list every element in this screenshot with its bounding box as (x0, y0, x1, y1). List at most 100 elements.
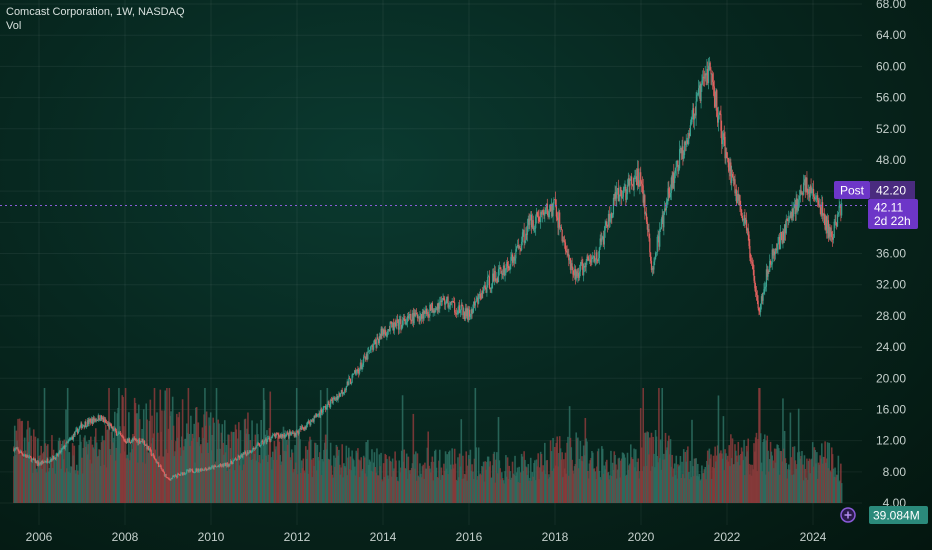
candle-body (683, 141, 686, 156)
volume-bar (279, 454, 281, 503)
volume-bar (263, 399, 266, 503)
candle-body (330, 399, 333, 401)
candle-body (303, 427, 305, 430)
candle-body (840, 205, 842, 216)
candle-body (84, 421, 86, 428)
volume-bar (90, 436, 92, 503)
volume-bar (611, 462, 614, 503)
volume-bar (814, 450, 817, 503)
time-scale[interactable]: 2006 2008 2010 2012 2014 2016 2018 2020 2022 2024 (26, 530, 827, 544)
candle-body (684, 141, 686, 145)
candle-body (599, 238, 601, 248)
volume-bar (233, 431, 235, 503)
price-scale[interactable]: 68.0064.0060.0056.0052.0048.0044.0040.00… (876, 0, 906, 510)
volume-bar (247, 412, 249, 503)
volume-bar (618, 457, 621, 503)
volume-bar (41, 468, 43, 503)
candle-body (656, 236, 658, 253)
candle-body (784, 224, 786, 241)
volume-bar (541, 471, 544, 503)
candle-body (450, 301, 452, 303)
candle-body (356, 369, 358, 372)
volume-bar (181, 399, 184, 503)
candle-body (825, 216, 827, 230)
volume-bar (535, 459, 538, 503)
candle-body (306, 424, 308, 428)
candle-body (499, 267, 501, 269)
candle-body (726, 151, 728, 158)
add-button[interactable] (840, 507, 856, 523)
volume-bar (563, 459, 565, 503)
volume-value: 39.084M (873, 509, 920, 523)
volume-bar (274, 449, 277, 503)
candle-body (131, 439, 133, 442)
volume-bar (13, 456, 15, 503)
volume-bar (576, 438, 578, 503)
volume-bar (768, 471, 770, 503)
volume-bar (539, 451, 542, 503)
candle-body (43, 461, 46, 463)
candle-body (789, 212, 791, 218)
volume-bar (381, 479, 383, 503)
candle-body (330, 399, 332, 408)
candle-body (33, 459, 36, 461)
candle-body (472, 308, 474, 314)
candle-body (377, 339, 380, 344)
volume-bar (660, 469, 663, 503)
volume-bar (195, 407, 197, 503)
candle-body (168, 478, 170, 480)
volume-bar (676, 478, 678, 503)
volume-bar (345, 445, 348, 503)
candle-body (822, 202, 824, 216)
volume-bar (80, 441, 82, 503)
volume-bar (403, 449, 406, 503)
candle-body (710, 69, 712, 75)
volume-bar (432, 480, 434, 503)
candle-body (48, 461, 51, 463)
candle-body (788, 217, 791, 219)
volume-bar (152, 437, 154, 503)
volume-bar (580, 460, 582, 503)
volume-bar (488, 466, 491, 503)
volume-bar (776, 444, 778, 503)
candle-body (60, 449, 62, 453)
volume-bar (741, 451, 744, 503)
volume-bar (290, 449, 293, 503)
volume-bar (344, 467, 347, 503)
volume-bar (663, 459, 666, 503)
candle-body (415, 313, 417, 317)
candle-body (348, 378, 350, 386)
candle-body (659, 228, 662, 230)
candle-body (596, 252, 598, 260)
volume-bar (640, 447, 643, 503)
volume-bar (129, 452, 132, 503)
volume-bar (386, 458, 388, 503)
candle-body (318, 413, 320, 415)
volume-bar (497, 417, 500, 503)
volume-bar (840, 483, 843, 503)
candle-body (49, 460, 51, 462)
volume-bar (295, 462, 297, 503)
volume-bar (715, 461, 717, 503)
volume-bar (415, 451, 417, 503)
candle-body (19, 451, 22, 454)
volume-bar (305, 458, 308, 503)
candle-body (569, 258, 571, 261)
volume-bar (448, 451, 450, 503)
volume-bar (481, 467, 484, 503)
volume-bar (86, 454, 89, 503)
candle-body (570, 263, 572, 270)
candle-body (280, 434, 282, 438)
candle-body (556, 216, 558, 218)
candle-body (807, 189, 810, 194)
volume-bar (254, 434, 257, 503)
candle-body (751, 261, 753, 264)
volume-bar (370, 470, 372, 503)
volume-bar (256, 423, 258, 503)
volume-bar (732, 464, 735, 503)
volume-bar (534, 460, 536, 503)
candle-body (793, 204, 796, 209)
candle-body (761, 296, 763, 301)
candle-body (37, 461, 39, 465)
